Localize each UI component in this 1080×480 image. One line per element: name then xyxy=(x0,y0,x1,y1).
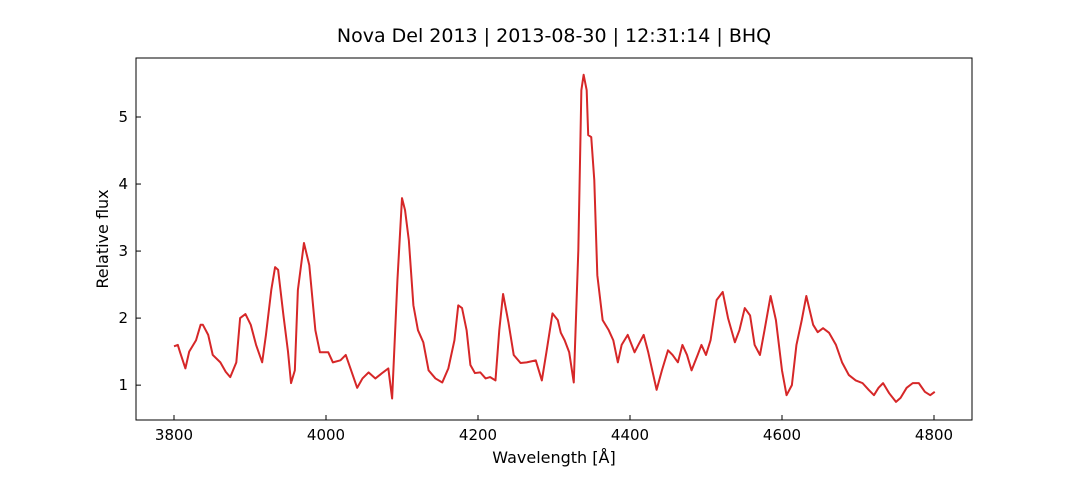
spectrum-line xyxy=(173,73,936,403)
x-tick-label: 4000 xyxy=(307,426,345,444)
y-axis-label: Relative flux xyxy=(93,189,112,288)
plot-frame xyxy=(135,57,973,421)
x-tick-label: 4800 xyxy=(915,426,953,444)
y-tick-label: 5 xyxy=(118,108,128,126)
x-tick-label: 4600 xyxy=(763,426,801,444)
x-tick-label: 4400 xyxy=(611,426,649,444)
y-tick-label: 3 xyxy=(118,242,128,260)
x-axis-label: Wavelength [Å] xyxy=(492,448,615,467)
y-tick-label: 1 xyxy=(118,376,128,394)
y-tick-label: 4 xyxy=(118,175,128,193)
y-tick-label: 2 xyxy=(118,309,128,327)
x-tick-label: 4200 xyxy=(459,426,497,444)
x-tick-label: 3800 xyxy=(155,426,193,444)
chart-title: Nova Del 2013 | 2013-08-30 | 12:31:14 | … xyxy=(337,25,771,47)
